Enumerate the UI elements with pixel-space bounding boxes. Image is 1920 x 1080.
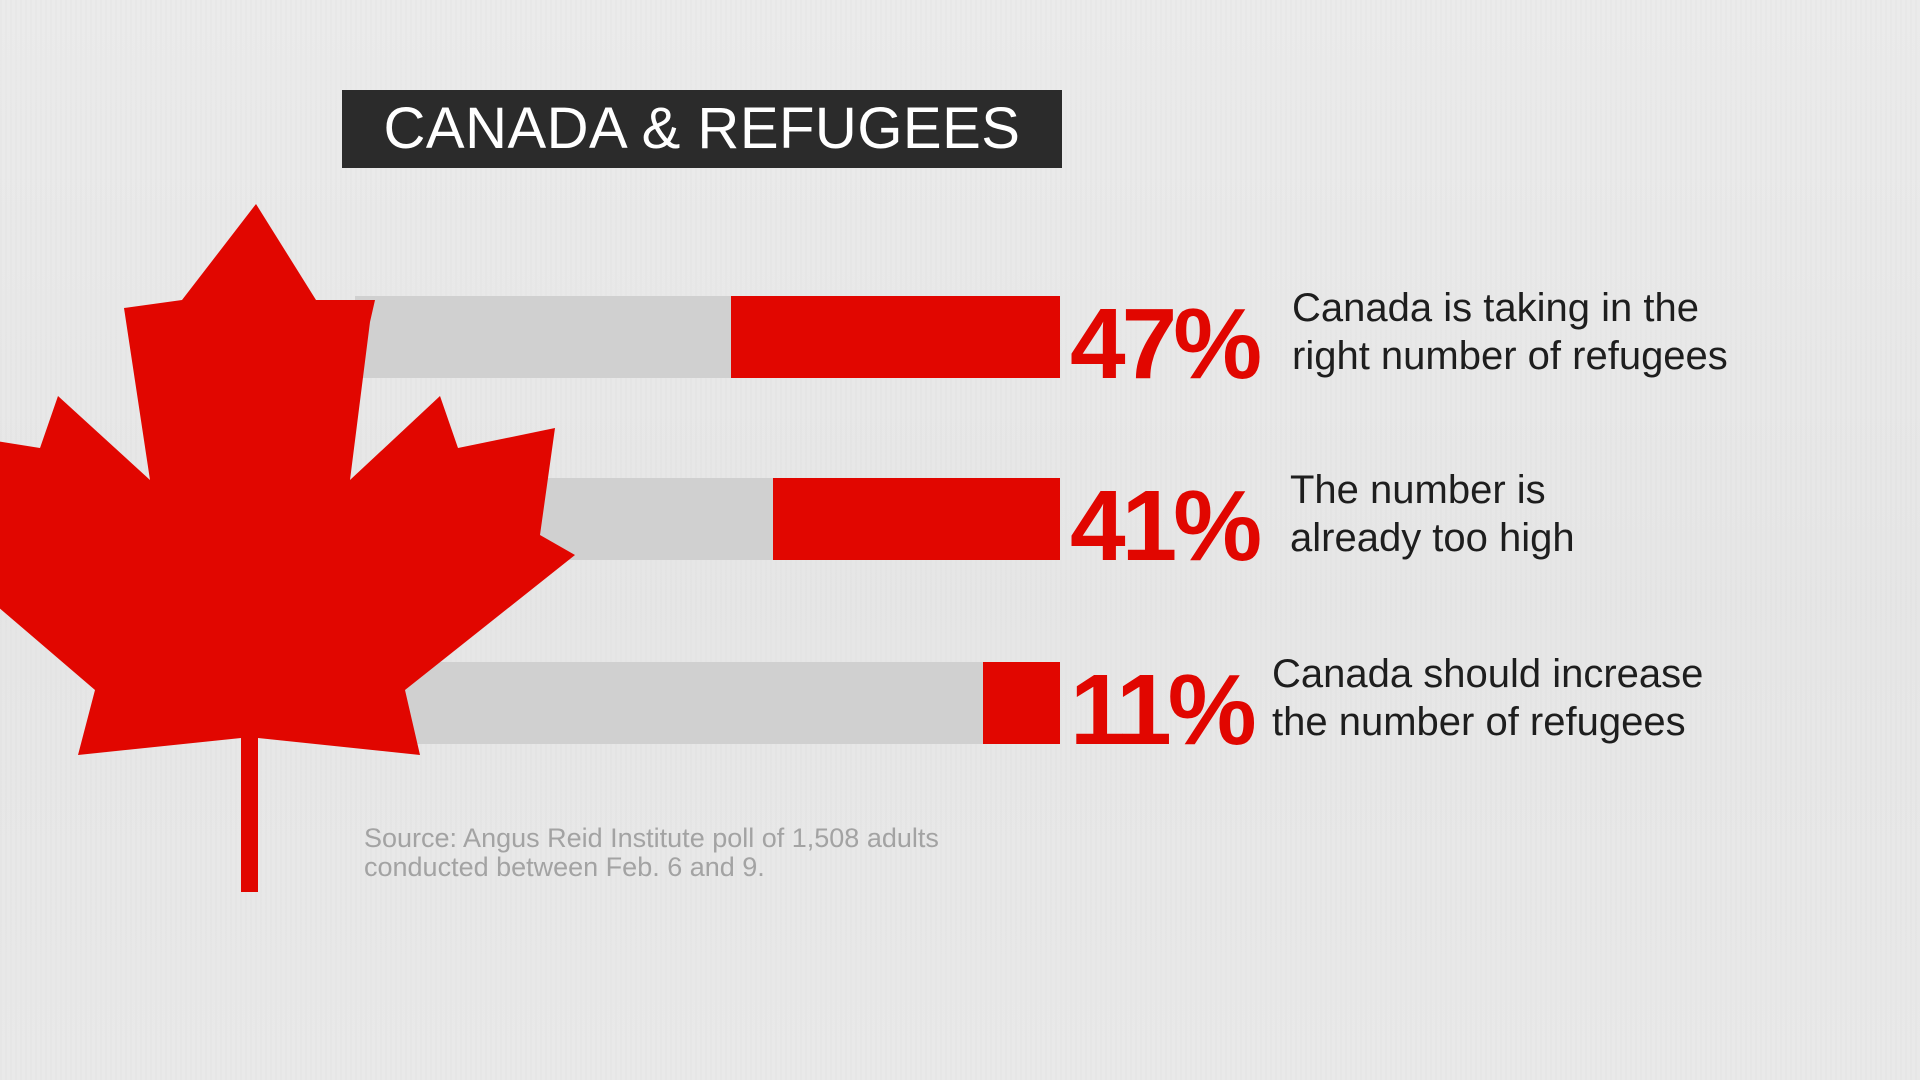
chart-title: CANADA & REFUGEES bbox=[383, 96, 1021, 161]
maple-leaf-icon bbox=[0, 204, 575, 892]
value-label: 47% bbox=[1070, 288, 1260, 400]
category-label: The number is bbox=[1290, 468, 1546, 512]
category-label: right number of refugees bbox=[1292, 334, 1728, 378]
value-label: 41% bbox=[1070, 470, 1260, 582]
category-label: already too high bbox=[1290, 516, 1575, 560]
bar bbox=[983, 662, 1060, 744]
source-line-1: Source: Angus Reid Institute poll of 1,5… bbox=[364, 823, 939, 853]
bar bbox=[773, 478, 1060, 560]
bars bbox=[731, 296, 1060, 744]
title-banner: CANADA & REFUGEES bbox=[342, 90, 1062, 168]
category-label: Canada is taking in the bbox=[1292, 286, 1699, 330]
category-label: Canada should increase bbox=[1272, 652, 1703, 696]
bar-track bbox=[400, 662, 1060, 744]
source-line-2: conducted between Feb. 6 and 9. bbox=[364, 852, 765, 882]
value-label: 11% bbox=[1070, 654, 1255, 766]
maple-leaf-shape bbox=[0, 204, 575, 892]
bar bbox=[731, 296, 1060, 378]
category-label: the number of refugees bbox=[1272, 700, 1686, 744]
